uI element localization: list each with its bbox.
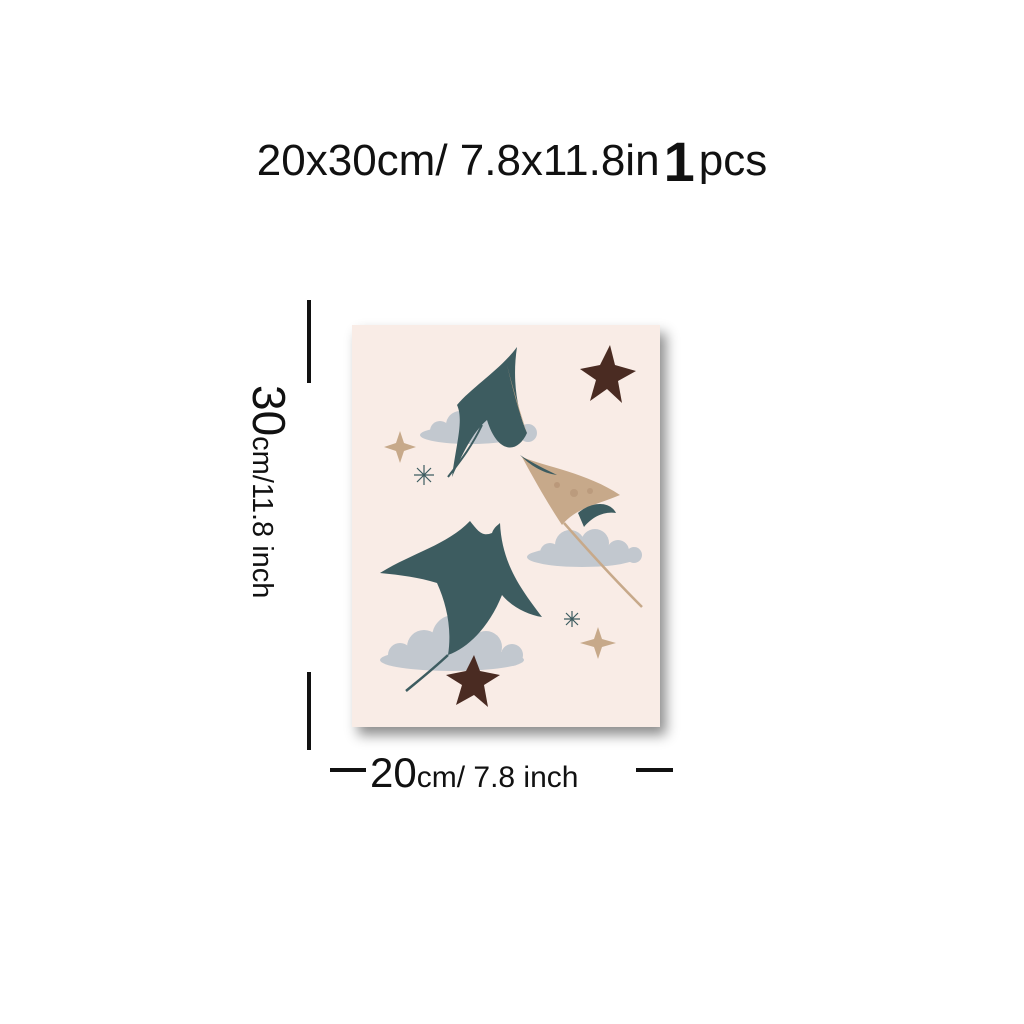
sparkle-icon [384,431,416,463]
width-unit: cm/ 7.8 inch [416,761,579,794]
width-value: 20 [370,749,417,796]
width-dimension-label: 20cm/ 7.8 inch [370,752,578,794]
size-title: 20x30cm/ 7.8x11.8in1pcs [0,134,1024,190]
quantity-unit: pcs [698,136,768,185]
sparkle-icon [414,465,434,485]
poster-illustration [352,325,660,727]
height-unit: cm/11.8 inch [246,436,278,599]
manta-ray-icon [380,521,542,692]
width-dimension-line-left [330,768,366,772]
sparkle-icon [564,611,580,627]
manta-ray-icon [447,347,527,478]
height-dimension-label: 30cm/11.8 inch [243,385,295,599]
stingray-icon [520,455,643,608]
height-value: 30 [243,385,295,437]
starfish-icon [580,345,636,403]
height-dimension-line-top [307,300,311,383]
cloud-icon [527,529,642,567]
starfish-icon [446,655,500,707]
size-text: 20x30cm/ 7.8x11.8in [256,136,660,185]
sparkle-icon [580,627,616,659]
height-dimension-line-bottom [307,672,311,750]
quantity-number: 1 [663,130,695,193]
width-dimension-line-right [636,768,673,772]
poster-artwork [352,325,660,727]
